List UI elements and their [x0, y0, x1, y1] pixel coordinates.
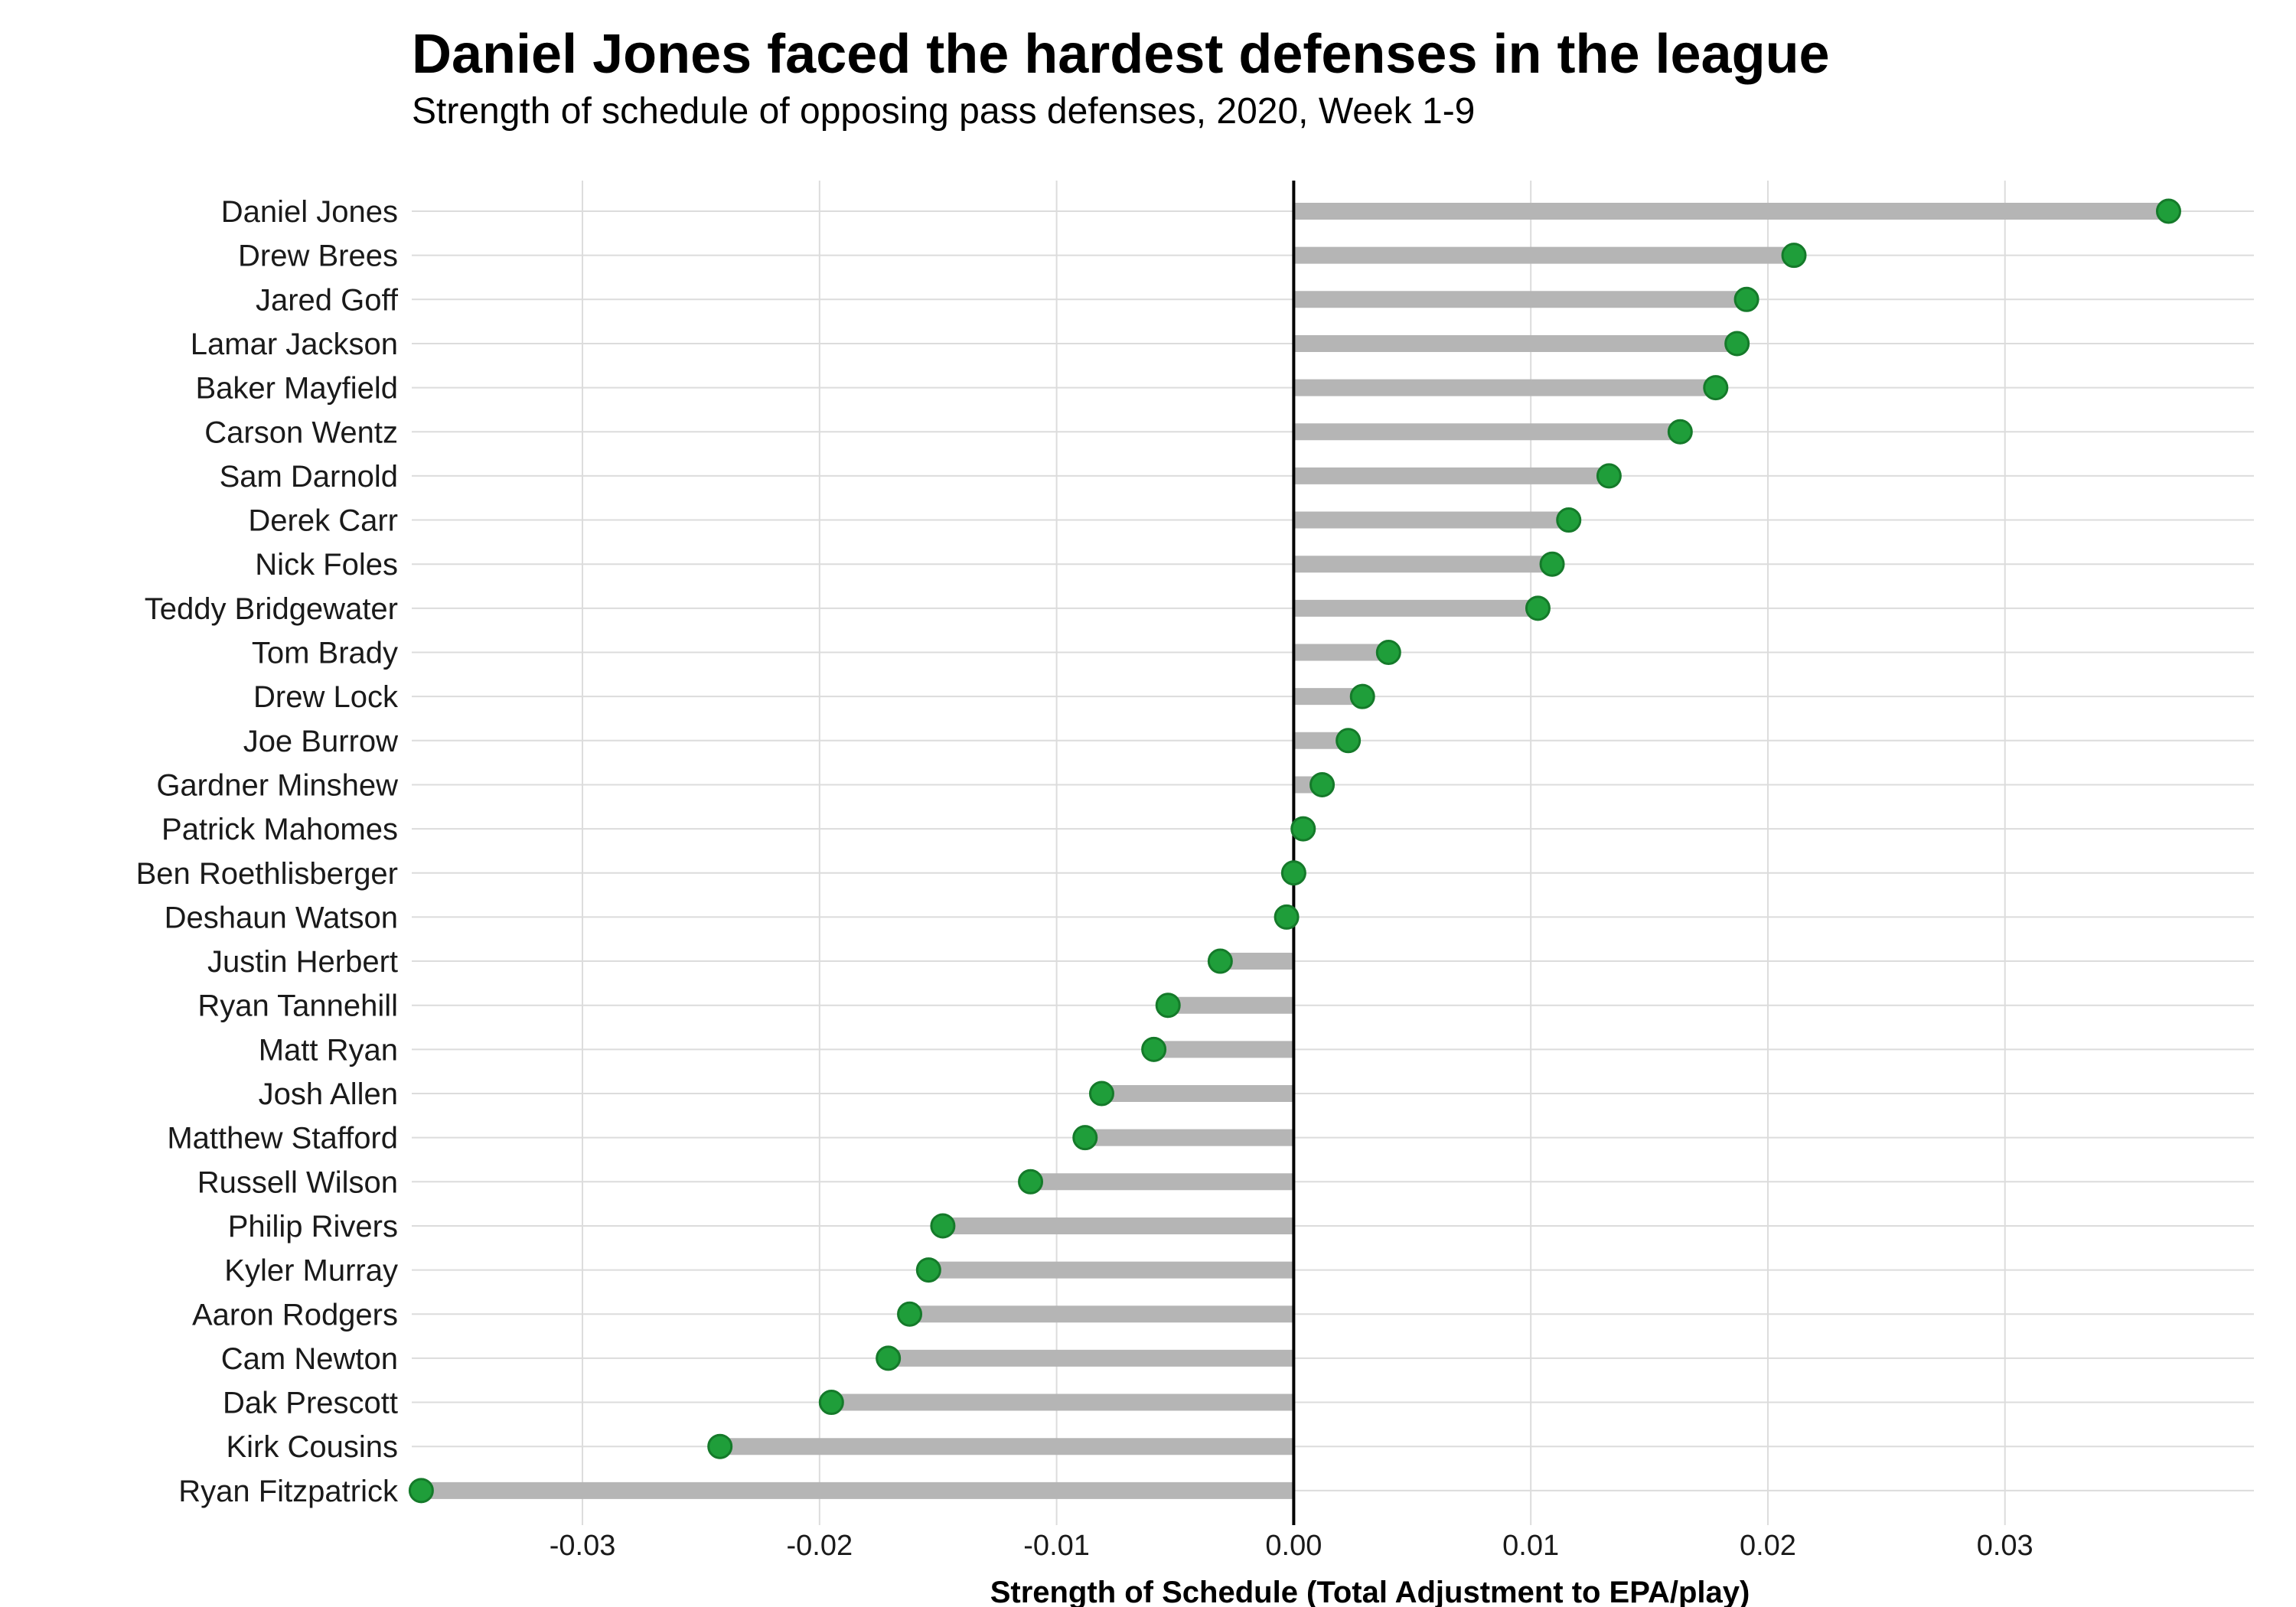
- y-label: Ryan Fitzpatrick: [178, 1475, 399, 1508]
- y-label: Daniel Jones: [221, 195, 398, 229]
- y-label: Sam Darnold: [220, 460, 398, 494]
- y-label: Cam Newton: [221, 1342, 398, 1376]
- point-4: [1703, 375, 1729, 401]
- y-label: Teddy Bridgewater: [145, 592, 398, 626]
- point-1: [1781, 243, 1807, 269]
- point-26: [876, 1345, 902, 1371]
- point-25: [897, 1301, 923, 1327]
- y-label: Drew Brees: [238, 240, 398, 273]
- y-label: Lamar Jackson: [191, 328, 398, 361]
- x-tick-label: 0.03: [1977, 1530, 2033, 1562]
- x-tick-label: -0.03: [550, 1530, 616, 1562]
- point-20: [1088, 1081, 1114, 1107]
- point-9: [1525, 595, 1551, 621]
- x-tick-label: 0.01: [1502, 1530, 1559, 1562]
- y-label: Baker Mayfield: [195, 372, 398, 406]
- point-18: [1155, 993, 1181, 1019]
- y-label: Jared Goff: [256, 283, 399, 317]
- y-label: Kyler Murray: [224, 1254, 398, 1288]
- chart-subtitle: Strength of schedule of opposing pass de…: [412, 91, 1476, 132]
- y-label: Josh Allen: [259, 1077, 398, 1111]
- point-7: [1556, 507, 1582, 533]
- y-label: Nick Foles: [255, 548, 398, 582]
- y-label: Dak Prescott: [223, 1387, 398, 1420]
- point-16: [1274, 904, 1300, 930]
- chart-title: Daniel Jones faced the hardest defenses …: [412, 24, 1830, 85]
- stems: [421, 203, 2169, 1499]
- point-10: [1375, 640, 1401, 665]
- point-23: [930, 1213, 956, 1239]
- point-3: [1724, 331, 1750, 357]
- point-28: [707, 1433, 733, 1459]
- y-label: Deshaun Watson: [165, 901, 398, 934]
- point-2: [1733, 286, 1760, 312]
- point-17: [1207, 948, 1233, 974]
- x-tick-label: 0.00: [1265, 1530, 1322, 1562]
- point-6: [1596, 463, 1622, 489]
- point-5: [1667, 419, 1693, 445]
- x-tick-label: 0.02: [1740, 1530, 1796, 1562]
- point-13: [1309, 771, 1336, 797]
- y-label: Derek Carr: [248, 504, 398, 538]
- y-label: Tom Brady: [252, 637, 398, 670]
- points: [408, 198, 2181, 1504]
- point-15: [1280, 860, 1306, 886]
- x-axis-ticks: -0.03 -0.02 -0.01 0.00 0.01 0.02 0.03: [550, 1530, 2033, 1562]
- y-label: Patrick Mahomes: [161, 813, 398, 846]
- y-label: Justin Herbert: [207, 945, 398, 979]
- y-label: Joe Burrow: [243, 725, 398, 758]
- y-label: Aaron Rodgers: [192, 1298, 398, 1332]
- point-24: [915, 1257, 941, 1283]
- x-tick-label: -0.02: [787, 1530, 853, 1562]
- y-label: Ryan Tannehill: [197, 989, 398, 1023]
- point-22: [1018, 1169, 1044, 1195]
- y-label: Ben Roethlisberger: [136, 857, 398, 891]
- x-tick-label: -0.01: [1023, 1530, 1090, 1562]
- point-0: [2155, 198, 2181, 224]
- y-label: Drew Lock: [253, 680, 399, 714]
- point-11: [1349, 683, 1375, 709]
- point-19: [1141, 1036, 1167, 1062]
- y-label: Matthew Stafford: [167, 1122, 398, 1156]
- x-axis-title: Strength of Schedule (Total Adjustment t…: [990, 1576, 1750, 1607]
- point-27: [818, 1390, 844, 1416]
- y-label: Philip Rivers: [228, 1210, 398, 1244]
- point-12: [1336, 728, 1362, 754]
- y-label: Carson Wentz: [204, 416, 398, 449]
- y-label: Matt Ryan: [259, 1033, 398, 1067]
- point-29: [408, 1478, 434, 1504]
- point-8: [1539, 551, 1565, 577]
- y-axis-labels: Daniel Jones Drew Brees Jared Goff Lamar Ja…: [136, 195, 399, 1508]
- y-label: Gardner Minshew: [156, 768, 398, 802]
- y-label: Kirk Cousins: [226, 1430, 398, 1464]
- point-21: [1072, 1125, 1098, 1151]
- point-14: [1290, 816, 1316, 842]
- y-label: Russell Wilson: [197, 1165, 398, 1199]
